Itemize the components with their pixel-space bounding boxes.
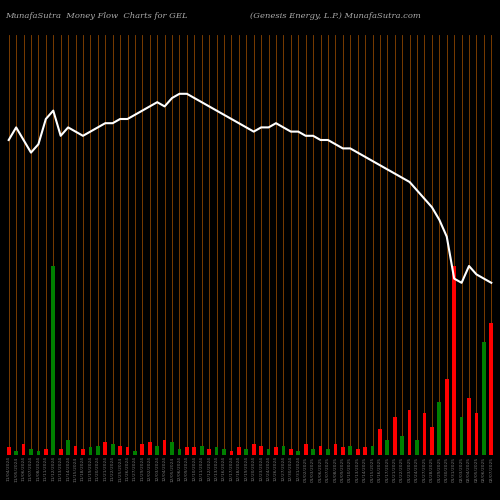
Bar (7, 448, 10, 455)
Bar (260, 446, 263, 455)
Bar (29, 450, 33, 455)
Bar (304, 444, 308, 455)
Bar (474, 414, 478, 455)
Bar (44, 450, 48, 455)
Bar (81, 450, 85, 455)
Bar (393, 417, 396, 455)
Text: MunafaSutra  Money Flow  Charts for GEL: MunafaSutra Money Flow Charts for GEL (5, 12, 188, 20)
Bar (178, 450, 182, 455)
Bar (133, 451, 137, 455)
Bar (200, 446, 203, 455)
Bar (460, 417, 464, 455)
Bar (96, 446, 100, 455)
Bar (208, 450, 211, 455)
Bar (438, 402, 441, 455)
Bar (482, 342, 486, 455)
Bar (415, 440, 419, 455)
Bar (274, 448, 278, 455)
Bar (422, 414, 426, 455)
Bar (386, 440, 389, 455)
Bar (400, 436, 404, 455)
Bar (22, 444, 26, 455)
Bar (311, 450, 315, 455)
Bar (348, 446, 352, 455)
Bar (118, 446, 122, 455)
Bar (318, 446, 322, 455)
Bar (104, 442, 107, 455)
Bar (237, 448, 240, 455)
Bar (445, 380, 448, 455)
Bar (370, 446, 374, 455)
Bar (214, 448, 218, 455)
Bar (156, 446, 159, 455)
Bar (185, 448, 189, 455)
Bar (140, 444, 144, 455)
Bar (289, 450, 292, 455)
Bar (334, 444, 337, 455)
Bar (252, 444, 256, 455)
Bar (36, 451, 40, 455)
Bar (170, 442, 174, 455)
Bar (14, 451, 18, 455)
Text: (Genesis Energy, L.P.) MunafaSutra.com: (Genesis Energy, L.P.) MunafaSutra.com (250, 12, 421, 20)
Bar (59, 450, 62, 455)
Bar (192, 448, 196, 455)
Bar (244, 450, 248, 455)
Bar (52, 266, 55, 455)
Bar (430, 426, 434, 455)
Bar (163, 440, 166, 455)
Bar (326, 450, 330, 455)
Bar (74, 446, 78, 455)
Bar (230, 451, 234, 455)
Bar (341, 448, 344, 455)
Bar (356, 450, 360, 455)
Bar (111, 444, 114, 455)
Bar (452, 266, 456, 455)
Bar (363, 448, 367, 455)
Bar (222, 450, 226, 455)
Bar (266, 450, 270, 455)
Bar (378, 428, 382, 455)
Bar (467, 398, 471, 455)
Bar (296, 451, 300, 455)
Bar (148, 442, 152, 455)
Bar (490, 322, 493, 455)
Bar (66, 440, 70, 455)
Bar (408, 410, 412, 455)
Bar (126, 448, 130, 455)
Bar (88, 448, 92, 455)
Bar (282, 446, 286, 455)
